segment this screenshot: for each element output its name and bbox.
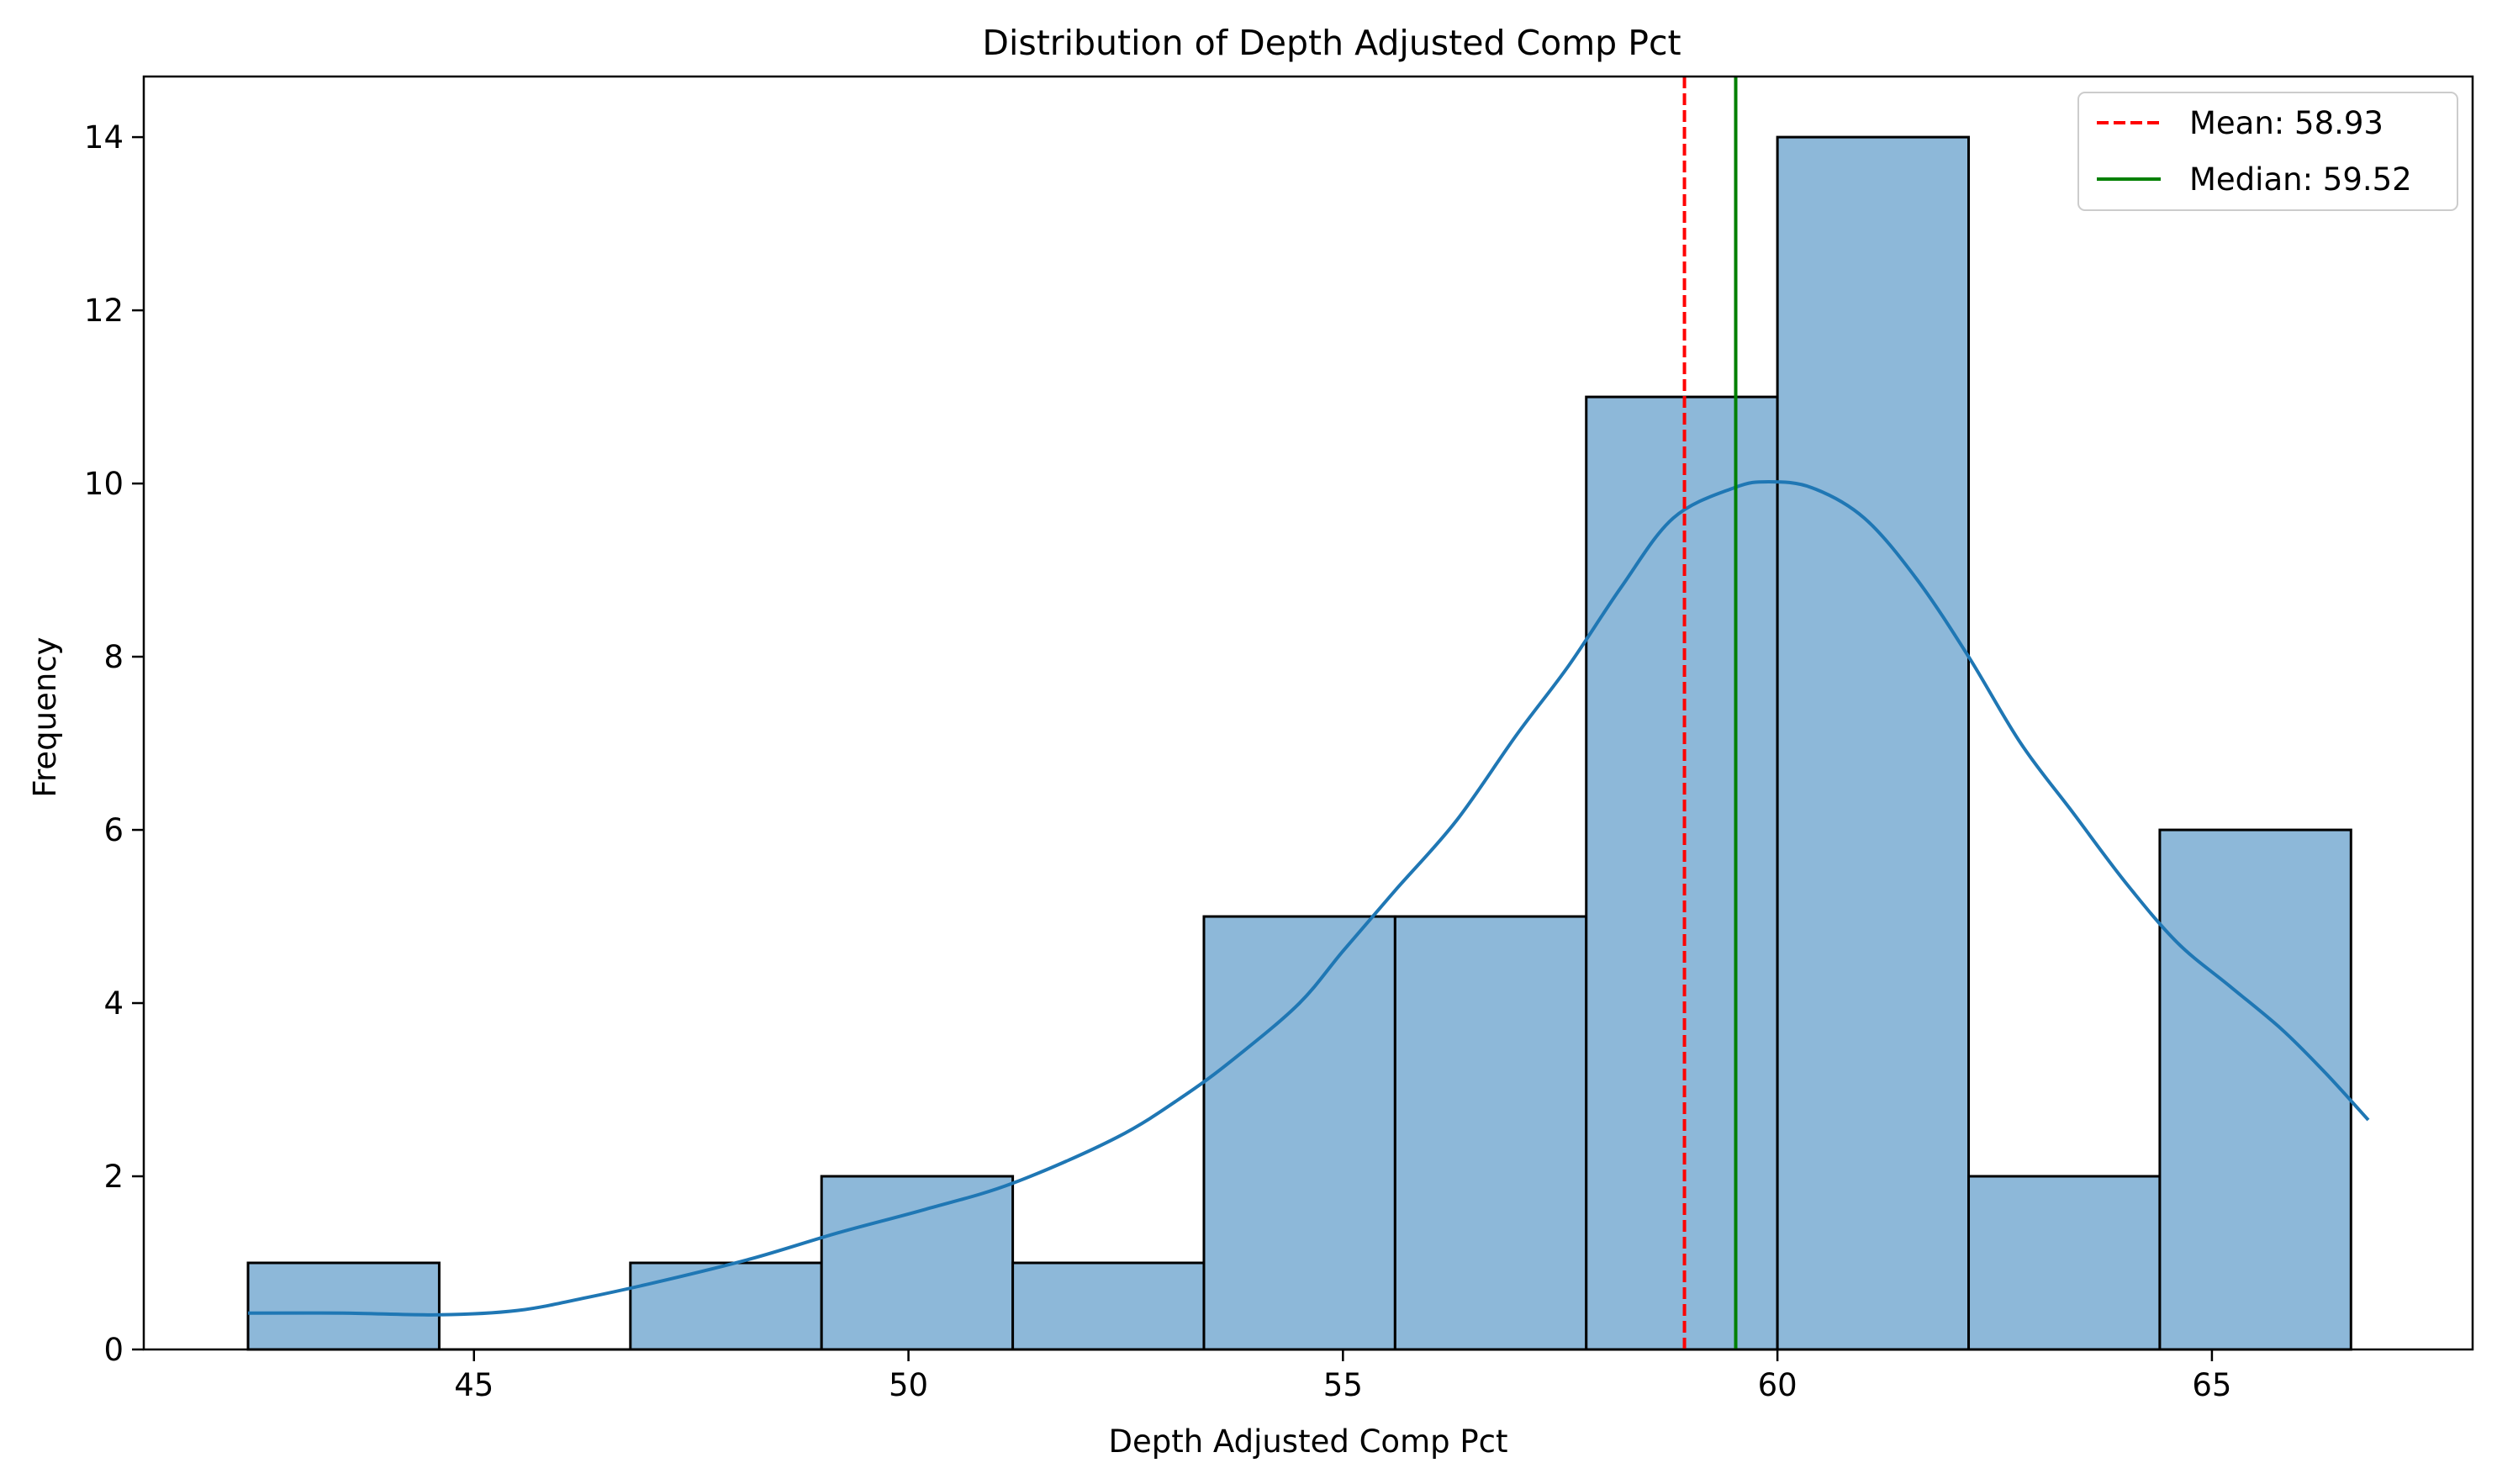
histogram-bar [1202, 915, 1396, 1351]
legend: Mean: 58.93 Median: 59.52 [2077, 92, 2458, 211]
y-axis: 0 2 4 6 8 10 12 14 [84, 119, 144, 1368]
y-tick-label: 12 [84, 293, 124, 329]
x-axis: 45 50 55 60 65 [454, 1349, 2231, 1403]
y-tick-label: 14 [84, 119, 124, 156]
legend-median-label: Median: 59.52 [2189, 161, 2412, 198]
x-tick-label: 45 [454, 1367, 494, 1403]
chart-title: Distribution of Depth Adjusted Comp Pct [982, 23, 1681, 63]
y-tick-label: 10 [84, 466, 124, 502]
histogram-bar [1393, 915, 1588, 1351]
kde-curve [248, 480, 2370, 1317]
legend-mean-label: Mean: 58.93 [2189, 105, 2384, 141]
x-axis-label: Depth Adjusted Comp Pct [1108, 1423, 1507, 1460]
histogram-bar [1776, 135, 1971, 1351]
y-tick-label: 2 [103, 1159, 124, 1195]
histogram-bar [1011, 1261, 1206, 1351]
x-tick-label: 65 [2192, 1367, 2231, 1403]
histogram-bar [820, 1175, 1015, 1351]
histogram-bar [1585, 395, 1779, 1351]
plot-area [246, 77, 2370, 1351]
plot-frame [142, 75, 2474, 1351]
x-tick-label: 55 [1323, 1367, 1363, 1403]
histogram-bar [629, 1261, 823, 1351]
y-tick-label: 6 [103, 812, 124, 848]
histogram-bar [2158, 828, 2352, 1351]
y-tick-label: 0 [103, 1332, 124, 1368]
y-axis-label: Frequency [27, 636, 63, 797]
y-tick-label: 4 [103, 985, 124, 1022]
x-tick-label: 60 [1758, 1367, 1798, 1403]
x-tick-label: 50 [889, 1367, 928, 1403]
histogram-bar [246, 1261, 441, 1351]
legend-box [2077, 92, 2458, 211]
y-tick-label: 8 [103, 639, 124, 675]
histogram-bar [1967, 1175, 2162, 1351]
